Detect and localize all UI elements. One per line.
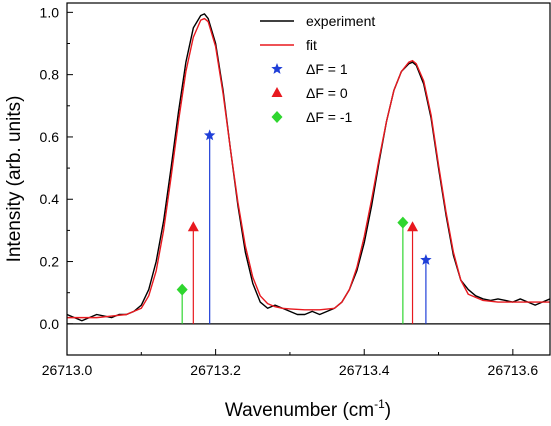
legend-swatch-star: [271, 63, 283, 74]
y-tick-label: 0.0: [40, 316, 60, 332]
legend-label: experiment: [306, 13, 375, 29]
x-tick-label: 26713.4: [339, 362, 390, 378]
legend-item-3: ΔF = 0: [271, 85, 348, 101]
legend: experiment fit ΔF = 1 ΔF = 0 ΔF = -1: [260, 13, 375, 125]
stick-marker-triangle-0: [187, 221, 199, 232]
stick-series-layer: [181, 135, 427, 324]
legend-item-1: fit: [260, 37, 317, 53]
x-tick-label: 26713.6: [488, 362, 539, 378]
legend-item-4: ΔF = -1: [271, 109, 353, 125]
series-line-experiment: [66, 13, 551, 322]
x-axis-title-suffix: ): [385, 400, 391, 421]
y-tick-label: 0.8: [40, 67, 60, 83]
axis-ticks-layer: 26713.0 26713.2 26713.4 26713.6 0.0 0.2 0.4 0.6…: [40, 4, 539, 378]
x-axis-title-main: Wavenumber (cm: [225, 400, 374, 421]
x-axis-title-superscript: -1: [374, 397, 385, 411]
legend-item-0: experiment: [260, 13, 375, 29]
y-tick-label: 0.2: [40, 254, 60, 270]
stick-marker-diamond-0: [176, 283, 188, 296]
stick-marker-star-0: [203, 129, 216, 141]
legend-label: ΔF = 0: [306, 85, 348, 101]
y-tick-label: 1.0: [40, 4, 60, 20]
y-tick-label: 0.4: [40, 191, 60, 207]
x-tick-label: 26713.0: [42, 362, 93, 378]
legend-label: ΔF = 1: [306, 61, 348, 77]
x-tick-label: 26713.2: [190, 362, 241, 378]
legend-swatch-diamond: [271, 111, 283, 123]
y-axis-title: Intensity (arb. units): [4, 96, 25, 263]
x-axis-title: Wavenumber (cm-1): [225, 397, 391, 421]
series-line-fit: [67, 17, 550, 319]
legend-label: ΔF = -1: [306, 109, 353, 125]
legend-swatch-triangle: [271, 87, 283, 97]
stick-marker-triangle-1: [407, 221, 419, 232]
stick-marker-diamond-1: [397, 216, 409, 229]
plot-frame: [66, 2, 551, 356]
y-tick-label: 0.6: [40, 129, 60, 145]
legend-label: fit: [306, 37, 317, 53]
stick-marker-star-1: [420, 253, 432, 265]
stick-marker-layer: [176, 129, 432, 296]
line-series-layer: [66, 13, 551, 322]
legend-item-2: ΔF = 1: [271, 61, 348, 77]
